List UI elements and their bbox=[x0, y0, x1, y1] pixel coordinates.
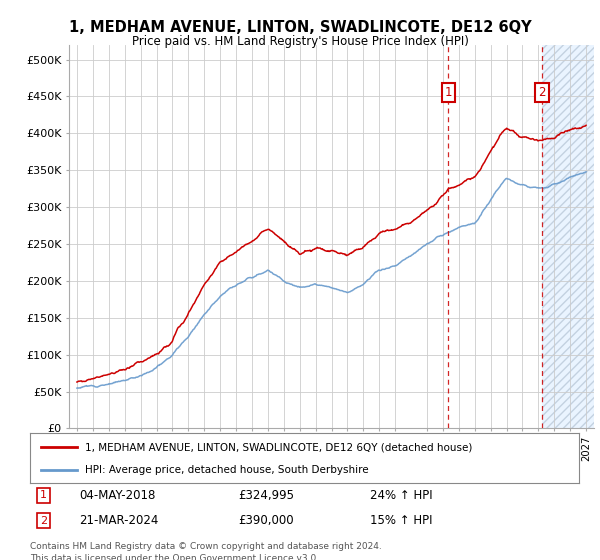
Text: 1, MEDHAM AVENUE, LINTON, SWADLINCOTE, DE12 6QY (detached house): 1, MEDHAM AVENUE, LINTON, SWADLINCOTE, D… bbox=[85, 442, 472, 452]
Text: 24% ↑ HPI: 24% ↑ HPI bbox=[370, 489, 433, 502]
Text: Contains HM Land Registry data © Crown copyright and database right 2024.
This d: Contains HM Land Registry data © Crown c… bbox=[30, 542, 382, 560]
Text: 1, MEDHAM AVENUE, LINTON, SWADLINCOTE, DE12 6QY: 1, MEDHAM AVENUE, LINTON, SWADLINCOTE, D… bbox=[68, 20, 532, 35]
Text: Price paid vs. HM Land Registry's House Price Index (HPI): Price paid vs. HM Land Registry's House … bbox=[131, 35, 469, 48]
Text: £324,995: £324,995 bbox=[239, 489, 295, 502]
Text: 2: 2 bbox=[40, 516, 47, 526]
Text: 1: 1 bbox=[40, 491, 47, 501]
Text: 21-MAR-2024: 21-MAR-2024 bbox=[79, 514, 159, 527]
Text: 1: 1 bbox=[445, 86, 452, 99]
Text: HPI: Average price, detached house, South Derbyshire: HPI: Average price, detached house, Sout… bbox=[85, 465, 368, 475]
Bar bbox=[542, 45, 594, 428]
Text: 04-MAY-2018: 04-MAY-2018 bbox=[79, 489, 156, 502]
Text: £390,000: £390,000 bbox=[239, 514, 294, 527]
Text: 15% ↑ HPI: 15% ↑ HPI bbox=[370, 514, 433, 527]
Text: 2: 2 bbox=[538, 86, 545, 99]
